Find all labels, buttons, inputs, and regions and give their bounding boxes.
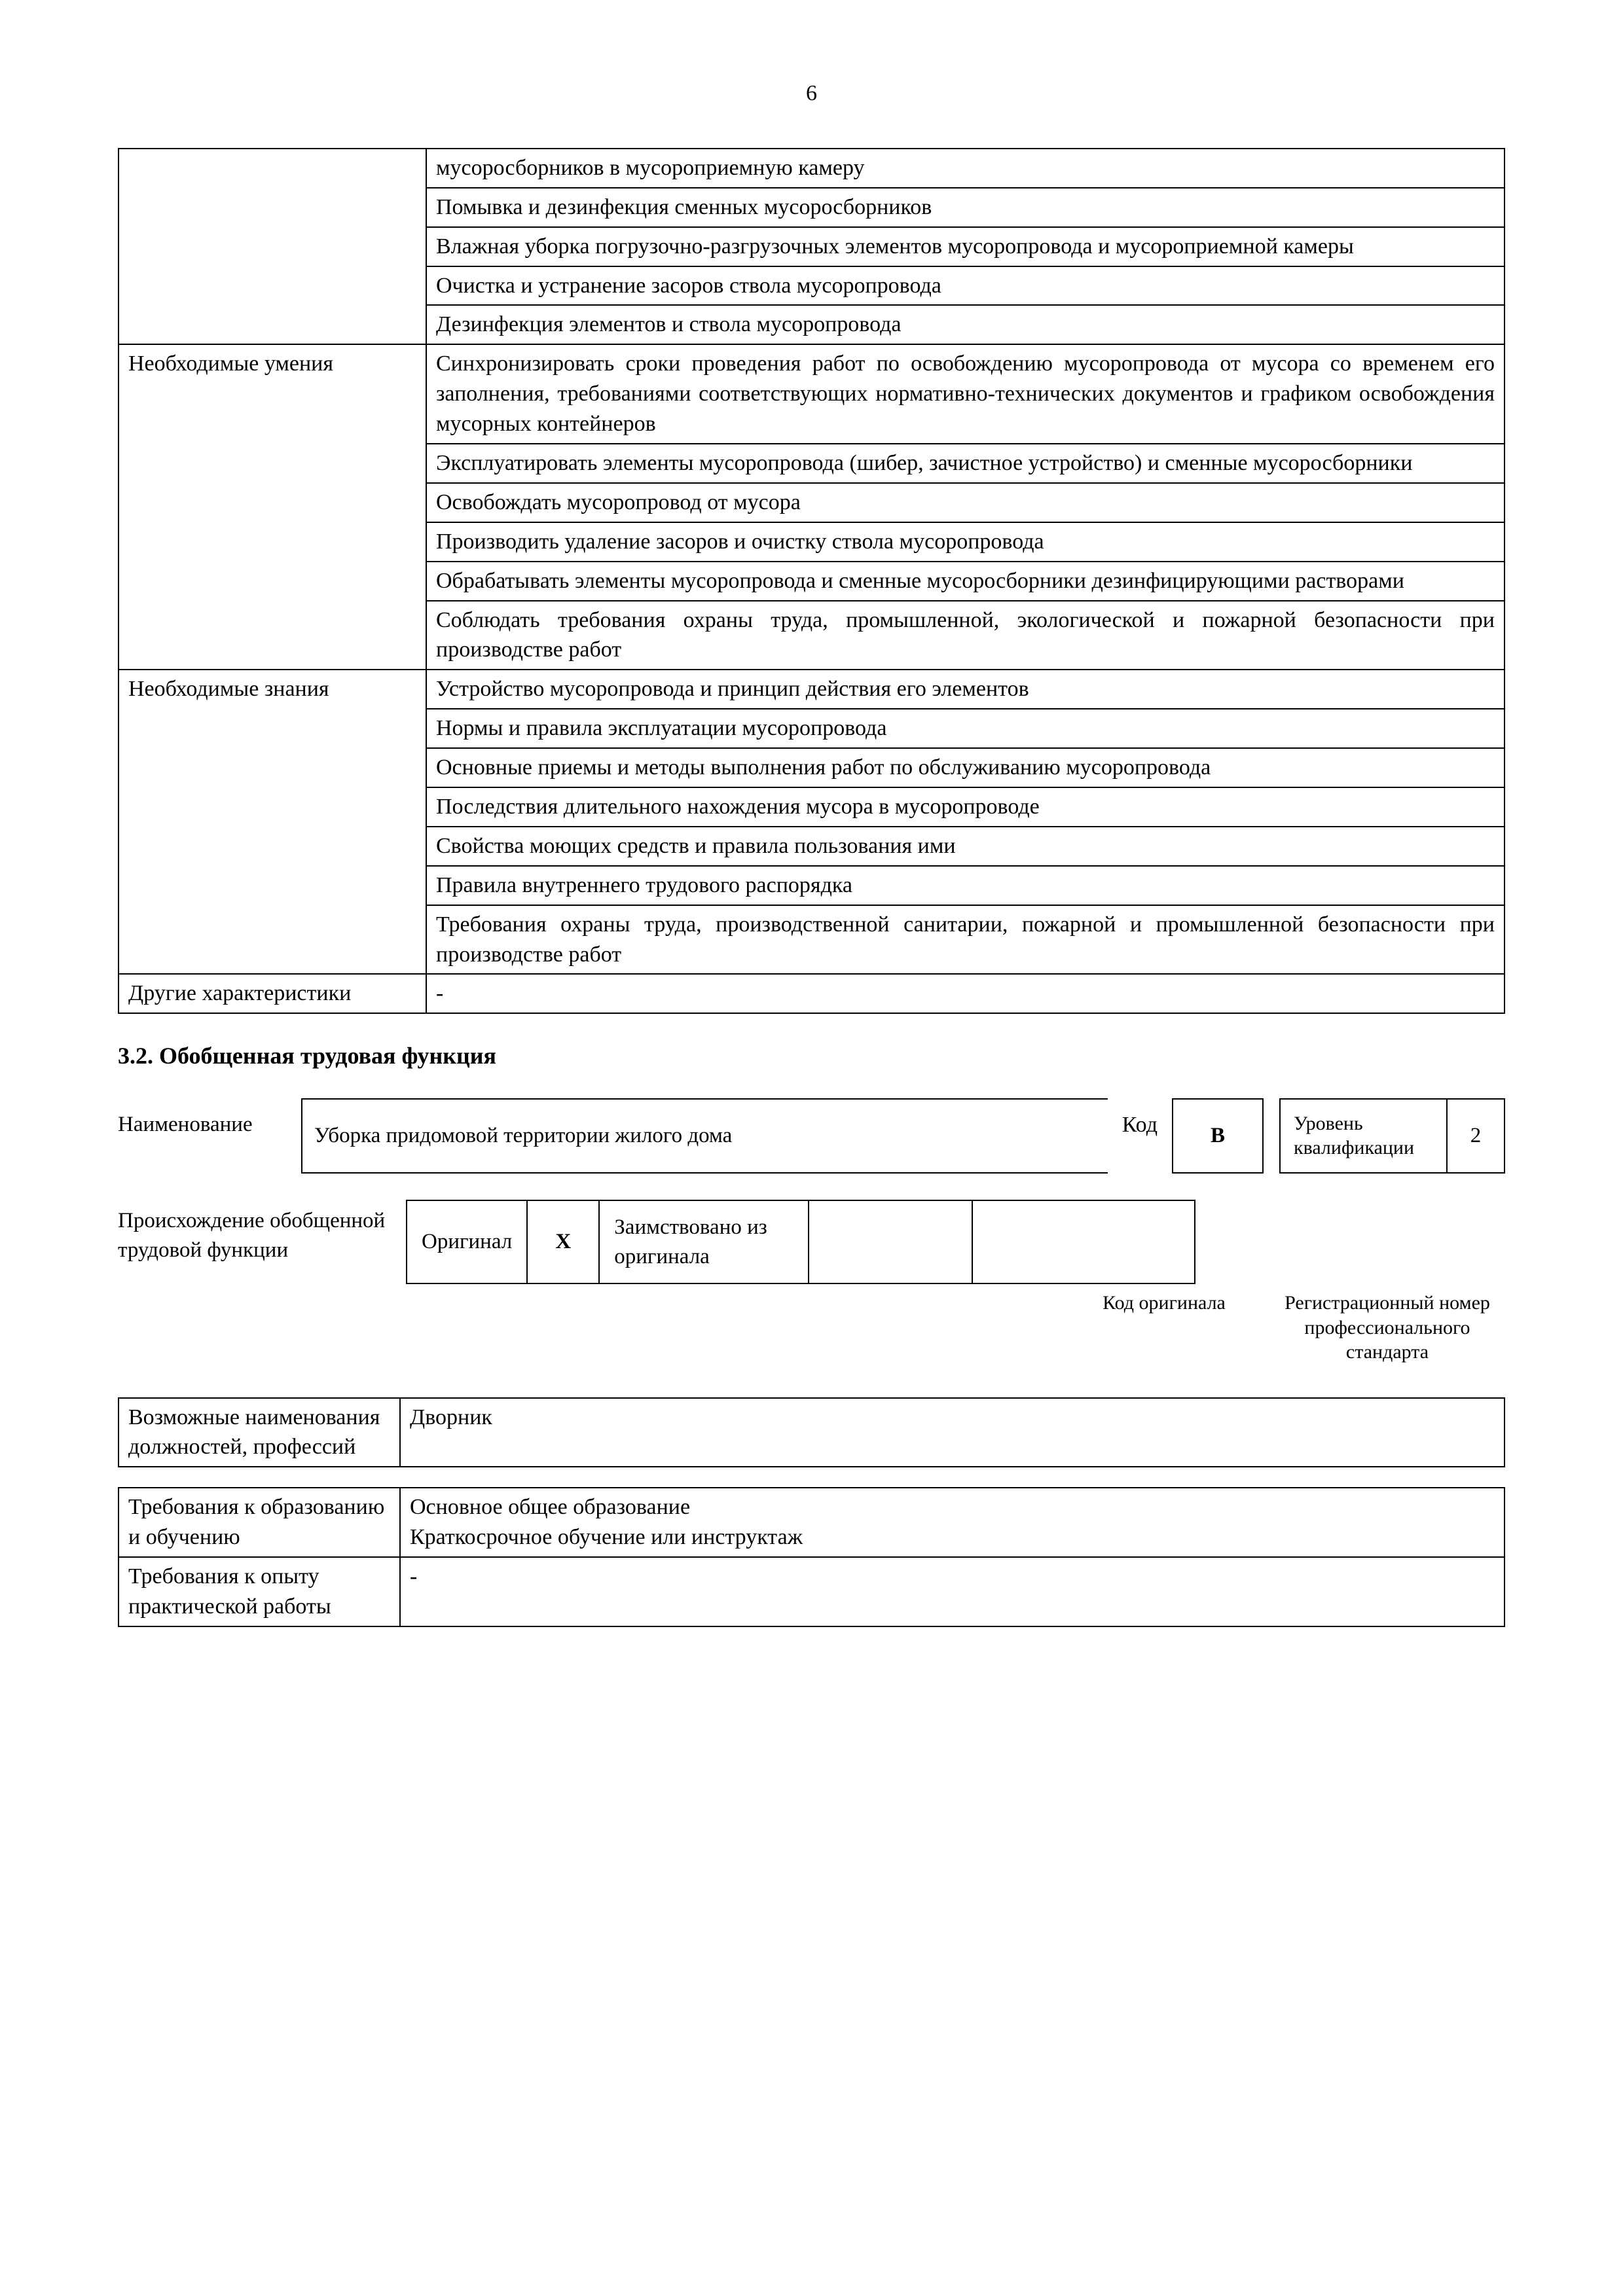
origin-blank-1 (809, 1200, 972, 1283)
cell: Устройство мусоропровода и принцип дейст… (426, 670, 1504, 709)
cell: Влажная уборка погрузочно-разгрузочных э… (426, 227, 1504, 266)
req-edu-line2: Краткосрочное обучение или инструктаж (410, 1522, 1495, 1552)
table-row: Возможные наименования должностей, профе… (119, 1398, 1504, 1467)
label-skills: Необходимые умения (119, 344, 426, 670)
origin-row: Происхождение обобщенной трудовой функци… (118, 1200, 1505, 1284)
cell: Синхронизировать сроки проведения работ … (426, 344, 1504, 444)
cell: Требования охраны труда, производственно… (426, 905, 1504, 975)
cell: Дезинфекция элементов и ствола мусоропро… (426, 305, 1504, 344)
table-row: Другие характеристики - (119, 974, 1504, 1013)
name-label: Наименование (118, 1098, 301, 1174)
caption-reg-number: Регистрационный номер профессионального … (1269, 1291, 1505, 1365)
main-table: мусоросборников в мусороприемную камеру … (118, 148, 1505, 1014)
cell: Основные приемы и методы выполнения рабо… (426, 748, 1504, 787)
cell: Обрабатывать элементы мусоропровода и см… (426, 562, 1504, 601)
cell: - (426, 974, 1504, 1013)
positions-label: Возможные наименования должностей, профе… (119, 1398, 400, 1467)
req-edu-label: Требования к образованию и обучению (119, 1488, 400, 1557)
positions-table: Возможные наименования должностей, профе… (118, 1397, 1505, 1468)
page-number: 6 (118, 79, 1505, 109)
cell: Производить удаление засоров и очистку с… (426, 522, 1504, 562)
req-exp-label: Требования к опыту практической работы (119, 1557, 400, 1626)
origin-table: Оригинал X Заимствовано из оригинала (406, 1200, 1195, 1284)
table-row: Требования к образованию и обучению Осно… (119, 1488, 1504, 1557)
positions-value: Дворник (400, 1398, 1504, 1467)
label-empty (119, 149, 426, 344)
table-row: Необходимые знания Устройство мусоропров… (119, 670, 1504, 709)
cell: мусоросборников в мусороприемную камеру (426, 149, 1504, 188)
name-value-box: Уборка придомовой территории жилого дома (301, 1098, 1108, 1174)
cell: Правила внутреннего трудового распорядка (426, 866, 1504, 905)
origin-orig-cell: Оригинал (407, 1200, 527, 1283)
origin-captions: Код оригинала Регистрационный номер проф… (118, 1291, 1505, 1365)
cell: Соблюдать требования охраны труда, промы… (426, 601, 1504, 670)
requirements-table: Требования к образованию и обучению Осно… (118, 1487, 1505, 1627)
label-knowledge: Необходимые знания (119, 670, 426, 974)
cell: Помывка и дезинфекция сменных мусоросбор… (426, 188, 1504, 227)
origin-borrowed-cell: Заимствовано из оригинала (599, 1200, 809, 1283)
label-other: Другие характеристики (119, 974, 426, 1013)
code-value-box: B (1172, 1098, 1264, 1174)
section-title: 3.2. Обобщенная трудовая функция (118, 1040, 1505, 1072)
table-row: Необходимые умения Синхронизировать срок… (119, 344, 1504, 444)
cell: Свойства моющих средств и правила пользо… (426, 827, 1504, 866)
origin-x-cell: X (527, 1200, 599, 1283)
req-edu-value: Основное общее образование Краткосрочное… (400, 1488, 1504, 1557)
cell: Эксплуатировать элементы мусоропровода (… (426, 444, 1504, 483)
caption-code-original: Код оригинала (1082, 1291, 1246, 1365)
cell: Очистка и устранение засоров ствола мусо… (426, 266, 1504, 306)
origin-blank-2 (972, 1200, 1195, 1283)
code-label: Код (1108, 1098, 1172, 1174)
origin-label: Происхождение обобщенной трудовой функци… (118, 1200, 406, 1265)
cell: Последствия длительного нахождения мусор… (426, 787, 1504, 827)
table-row: Требования к опыту практической работы - (119, 1557, 1504, 1626)
cell: Нормы и правила эксплуатации мусоропрово… (426, 709, 1504, 748)
req-exp-value: - (400, 1557, 1504, 1626)
table-row: мусоросборников в мусороприемную камеру (119, 149, 1504, 188)
level-value-box: 2 (1446, 1098, 1505, 1174)
level-label-box: Уровень квалификации (1279, 1098, 1446, 1174)
cell: Освобождать мусоропровод от мусора (426, 483, 1504, 522)
req-edu-line1: Основное общее образование (410, 1492, 1495, 1522)
header-row: Наименование Уборка придомовой территори… (118, 1098, 1505, 1174)
